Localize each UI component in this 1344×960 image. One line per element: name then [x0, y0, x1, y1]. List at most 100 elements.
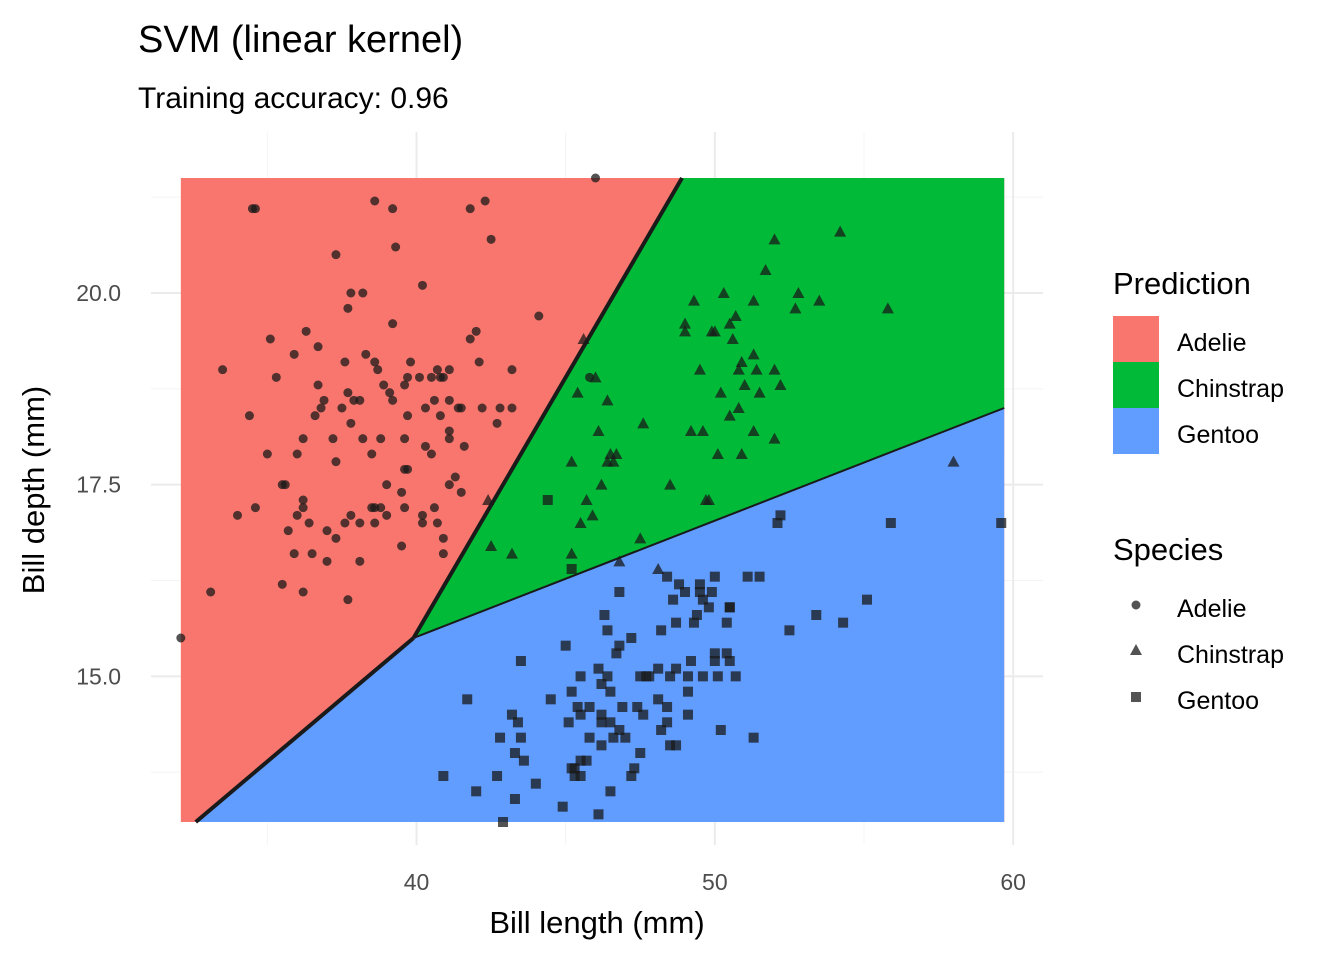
- point-gentoo-33: [593, 663, 604, 674]
- point-adelie-69: [391, 242, 401, 252]
- point-adelie-47: [355, 556, 365, 566]
- point-chinstrap-49: [753, 386, 766, 398]
- point-gentoo-13: [530, 778, 541, 789]
- point-adelie-91: [432, 365, 442, 375]
- point-adelie-22: [298, 434, 308, 444]
- point-gentoo-87: [709, 656, 720, 666]
- point-gentoo-67: [665, 740, 676, 751]
- point-adelie-25: [307, 549, 317, 559]
- chart-title: SVM (linear kernel): [138, 19, 463, 61]
- point-chinstrap-23: [679, 325, 692, 337]
- point-adelie-40: [343, 595, 353, 605]
- point-adelie-37: [337, 403, 347, 413]
- point-chinstrap-33: [711, 448, 724, 459]
- point-gentoo-83: [697, 671, 708, 682]
- point-adelie-38: [340, 518, 350, 528]
- point-adelie-6: [250, 503, 260, 513]
- point-gentoo-6: [506, 709, 517, 720]
- point-adelie-112: [480, 196, 490, 206]
- point-adelie-21: [298, 495, 308, 505]
- point-gentoo-25: [575, 771, 586, 781]
- point-chinstrap-53: [768, 233, 781, 245]
- point-adelie-41: [343, 388, 353, 398]
- y-tick-label-1: 17.5: [76, 472, 121, 498]
- point-gentoo-37: [596, 679, 607, 689]
- point-gentoo-75: [682, 709, 693, 720]
- point-gentoo-55: [635, 748, 646, 758]
- point-adelie-0: [176, 633, 186, 643]
- point-adelie-102: [450, 472, 460, 482]
- point-chinstrap-52: [768, 363, 781, 375]
- point-chinstrap-19: [634, 532, 647, 544]
- point-adelie-60: [376, 503, 386, 513]
- region-chinstrap: [413, 178, 1005, 638]
- point-adelie-30: [319, 395, 329, 405]
- point-adelie-120: [591, 173, 601, 183]
- point-gentoo-57: [638, 709, 649, 720]
- point-gentoo-72: [671, 617, 682, 628]
- point-adelie-55: [370, 518, 380, 528]
- point-gentoo-26: [575, 755, 586, 766]
- point-gentoo-9: [512, 717, 523, 728]
- point-adelie-35: [331, 457, 341, 467]
- y-tick-label-0: 15.0: [76, 663, 121, 689]
- point-adelie-3: [233, 510, 243, 520]
- point-gentoo-34: [596, 740, 607, 751]
- point-gentoo-14: [542, 495, 553, 505]
- point-gentoo-90: [712, 671, 723, 682]
- point-gentoo-47: [614, 640, 625, 651]
- point-adelie-108: [465, 204, 475, 214]
- point-gentoo-3: [492, 771, 503, 781]
- point-adelie-26: [310, 411, 320, 421]
- point-adelie-36: [331, 250, 341, 260]
- point-gentoo-105: [838, 617, 849, 628]
- point-adelie-62: [379, 380, 389, 390]
- point-chinstrap-34: [714, 386, 727, 398]
- point-chinstrap-35: [717, 287, 730, 298]
- point-chinstrap-47: [747, 294, 760, 306]
- point-gentoo-70: [671, 740, 682, 751]
- legend-label-adelie: Adelie: [1177, 329, 1247, 357]
- point-gentoo-79: [688, 617, 699, 628]
- point-adelie-2: [218, 365, 228, 375]
- point-chinstrap-40: [732, 402, 745, 413]
- point-adelie-79: [406, 357, 416, 367]
- point-gentoo-4: [495, 732, 506, 743]
- y-tick-label-2: 20.0: [76, 280, 121, 306]
- data-points: [176, 173, 1007, 827]
- point-adelie-9: [265, 334, 275, 344]
- point-gentoo-16: [557, 801, 568, 812]
- point-adelie-67: [388, 319, 398, 329]
- legend-key-gentoo: [1113, 408, 1159, 454]
- point-adelie-24: [304, 518, 314, 528]
- point-gentoo-39: [602, 671, 613, 682]
- point-adelie-105: [456, 403, 466, 413]
- point-gentoo-28: [575, 671, 586, 682]
- legend-shape-circle: [1131, 600, 1141, 610]
- point-gentoo-93: [721, 617, 732, 628]
- point-gentoo-17: [560, 640, 571, 651]
- point-gentoo-81: [694, 587, 705, 597]
- point-gentoo-44: [608, 732, 619, 743]
- point-gentoo-7: [509, 794, 520, 804]
- point-gentoo-63: [656, 625, 667, 636]
- point-adelie-106: [459, 441, 469, 451]
- point-gentoo-38: [599, 610, 610, 620]
- point-adelie-88: [429, 503, 439, 513]
- point-adelie-107: [465, 334, 475, 344]
- point-gentoo-107: [885, 518, 896, 528]
- point-gentoo-52: [626, 633, 637, 643]
- legend-key-adelie: [1113, 316, 1159, 362]
- point-adelie-110: [474, 357, 484, 367]
- point-gentoo-88: [709, 648, 720, 659]
- point-adelie-44: [346, 418, 356, 428]
- point-adelie-31: [322, 556, 332, 566]
- point-gentoo-45: [611, 648, 622, 659]
- point-chinstrap-6: [574, 517, 587, 528]
- x-tick-label-2: 60: [1000, 869, 1026, 895]
- point-chinstrap-2: [505, 547, 518, 559]
- point-adelie-90: [432, 518, 442, 528]
- y-axis-title: Bill depth (mm): [16, 386, 51, 594]
- x-tick-label-0: 40: [404, 869, 430, 895]
- point-adelie-71: [397, 487, 407, 497]
